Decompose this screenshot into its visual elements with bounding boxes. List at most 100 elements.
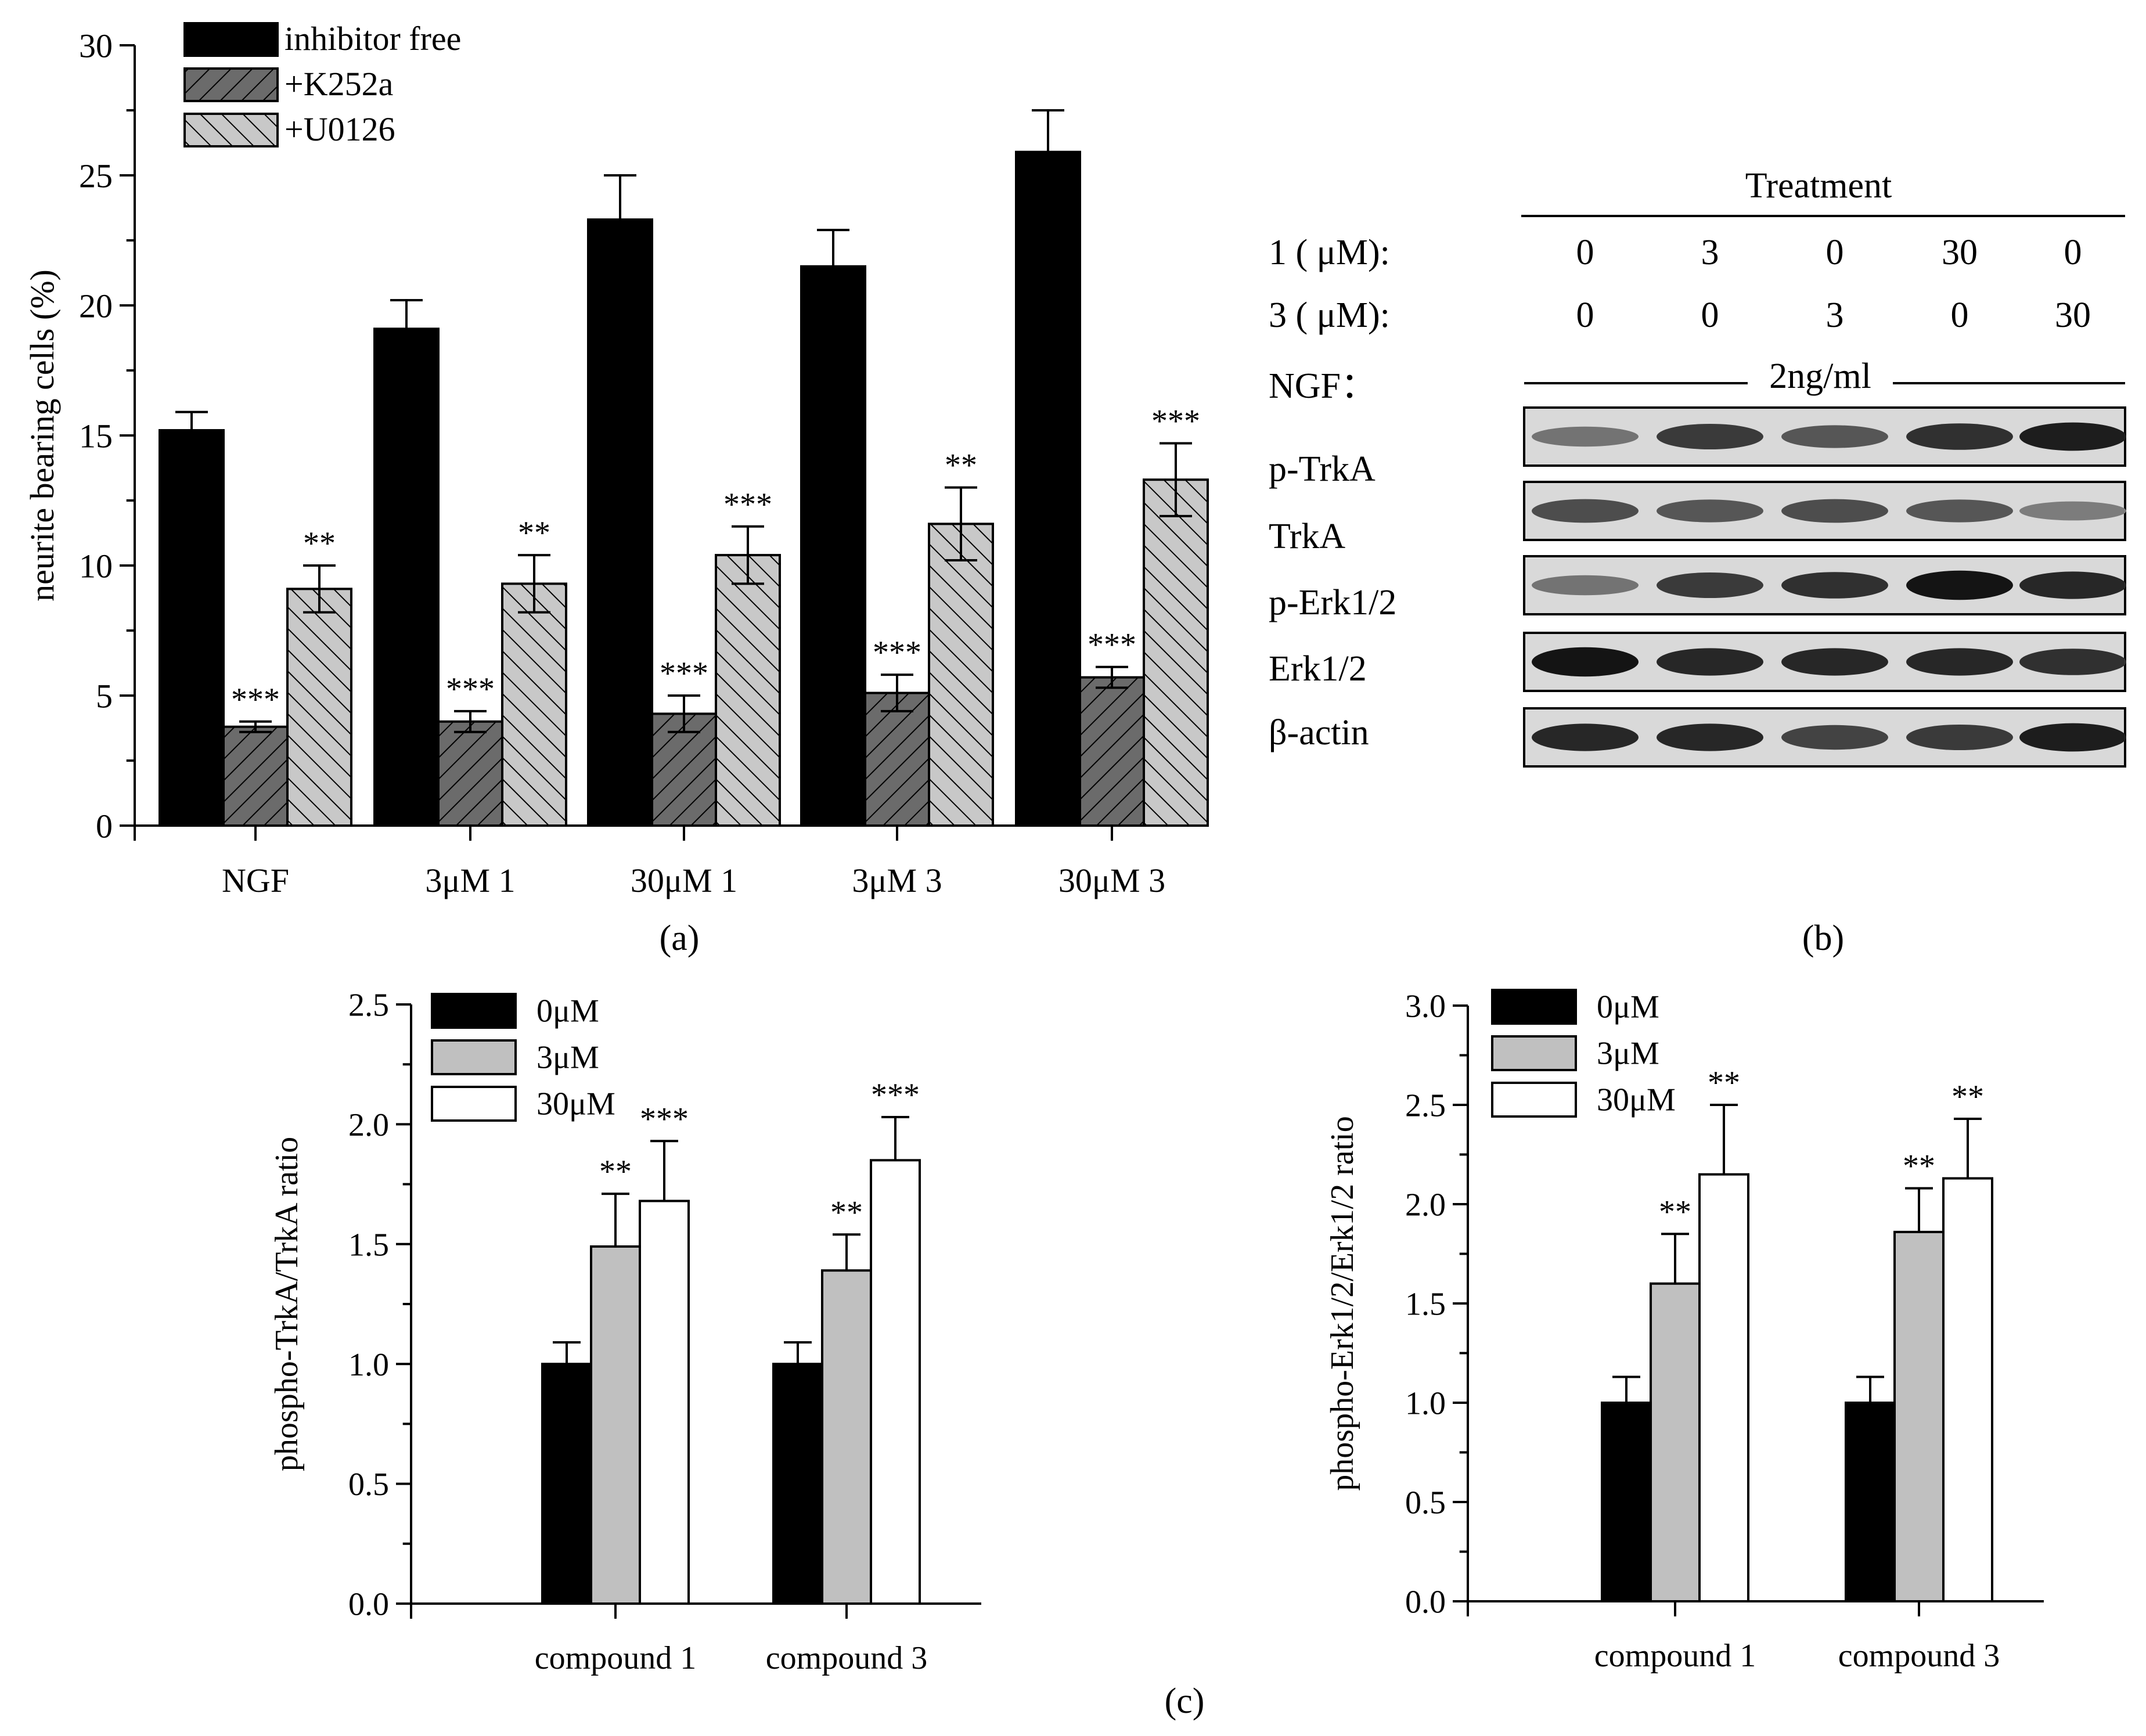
bar-30m xyxy=(1942,1177,1993,1603)
legend-swatch xyxy=(183,113,279,147)
dose-value: 30 xyxy=(1942,233,1978,272)
blot-band xyxy=(1532,723,1639,751)
y-axis-label: phospho-Erk1/2/Erk1/2 ratio xyxy=(1324,1116,1360,1490)
band-label: β-actin xyxy=(1269,713,1369,752)
blot-band xyxy=(1657,424,1763,449)
panel-c-left-chart: 0.0 0.5 1.0 1.5 2.0 2.5 phospho-TrkA/TrkA rati… xyxy=(269,988,981,1676)
significance-label: ** xyxy=(599,1154,632,1190)
band-label: p-TrkA xyxy=(1269,449,1376,489)
significance-label: ** xyxy=(1951,1079,1984,1115)
dose-row-label: 3 ( μM): xyxy=(1269,296,1390,335)
y-tick-label: 2.0 xyxy=(1405,1187,1446,1223)
dose-value: 0 xyxy=(2064,233,2082,272)
bar-inhibitorfree xyxy=(1015,150,1081,827)
bar-k252a xyxy=(1079,676,1145,827)
dose-value: 3 xyxy=(1826,296,1844,335)
y-tick-label: 1.5 xyxy=(1405,1287,1446,1323)
x-tick-label: compound 1 xyxy=(1594,1638,1756,1674)
blot-band xyxy=(1657,648,1763,676)
x-tick-label: compound 3 xyxy=(766,1640,927,1676)
significance-label: *** xyxy=(723,487,772,523)
panel-label-b: (b) xyxy=(1802,919,1844,958)
band-label: TrkA xyxy=(1269,517,1345,556)
y-tick-label: 2.5 xyxy=(348,988,389,1024)
dose-value: 0 xyxy=(1701,296,1719,335)
significance-label: ** xyxy=(518,515,550,551)
y-tick-label: 1.5 xyxy=(348,1227,389,1263)
x-tick-label: 30μM 1 xyxy=(631,862,737,899)
y-tick-label: 25 xyxy=(79,157,113,195)
panel-a-chart: 0 5 10 15 20 25 30 neurite bearing cells (%) NGF… xyxy=(23,20,1209,899)
blot-band xyxy=(1906,499,2013,523)
legend-swatch xyxy=(431,1039,517,1075)
blot-band xyxy=(1906,423,2013,450)
blot-band xyxy=(1781,425,1888,448)
legend-swatch xyxy=(431,1086,517,1122)
significance-label: ** xyxy=(1903,1148,1935,1184)
significance-label: *** xyxy=(873,635,921,671)
blot-band xyxy=(1532,647,1639,677)
significance-label: *** xyxy=(1088,627,1136,663)
bar-u0126 xyxy=(928,523,994,827)
ngf-label: NGF： xyxy=(1269,366,1377,406)
legend-label: 0μM xyxy=(536,993,599,1029)
bar-0m xyxy=(772,1363,823,1605)
significance-label: ** xyxy=(303,525,336,561)
bar-k252a xyxy=(222,725,289,827)
blot-band xyxy=(2019,422,2126,451)
significance-label: *** xyxy=(231,682,280,718)
y-tick-label: 30 xyxy=(79,27,113,64)
dose-value: 3 xyxy=(1701,233,1719,272)
bar-30m xyxy=(639,1200,690,1605)
panel-c-right-chart: 0.0 0.5 1.0 1.5 2.0 2.5 3.0 phospho-Erk1/2/Erk1… xyxy=(1324,989,2044,1674)
y-axis-label: phospho-TrkA/TrkA ratio xyxy=(269,1137,305,1471)
blot-band xyxy=(1781,499,1888,523)
x-tick-label: 3μM 3 xyxy=(852,862,942,899)
legend-swatch xyxy=(1491,989,1577,1025)
bar-inhibitorfree xyxy=(800,265,866,827)
legend-label: +U0126 xyxy=(285,110,395,148)
band-label: Erk1/2 xyxy=(1269,649,1367,689)
bar-3m xyxy=(1650,1282,1701,1603)
legend-label: 30μM xyxy=(1597,1082,1676,1118)
significance-label: ** xyxy=(1659,1194,1691,1230)
legend-swatch xyxy=(431,993,517,1029)
y-tick-label: 2.0 xyxy=(348,1107,389,1143)
blot-band xyxy=(1657,723,1763,751)
bar-0m xyxy=(1845,1402,1896,1602)
dose-row-label: 1 ( μM): xyxy=(1269,233,1390,272)
significance-label: *** xyxy=(446,671,495,707)
dose-value: 0 xyxy=(1576,233,1594,272)
y-tick-label: 0.5 xyxy=(348,1467,389,1503)
significance-label: *** xyxy=(640,1101,689,1137)
blot-band xyxy=(1532,499,1639,523)
dose-value: 0 xyxy=(1826,233,1844,272)
y-tick-label: 0 xyxy=(96,807,113,845)
ngf-value: 2ng/ml xyxy=(1769,356,1871,396)
legend-swatch xyxy=(183,22,279,57)
bar-3m xyxy=(590,1245,641,1605)
significance-label: ** xyxy=(830,1194,863,1230)
legend-label: 0μM xyxy=(1597,989,1659,1025)
blot-band xyxy=(1906,725,2013,750)
blot-band xyxy=(2019,649,2126,675)
bar-3m xyxy=(1893,1230,1945,1602)
panel-label-a: (a) xyxy=(660,919,700,958)
bar-0m xyxy=(541,1363,592,1605)
legend-swatch xyxy=(1491,1082,1577,1118)
bar-inhibitorfree xyxy=(373,327,440,827)
significance-label: ** xyxy=(945,448,977,484)
blot-band xyxy=(1906,648,2013,676)
x-tick-label: 3μM 1 xyxy=(425,862,515,899)
x-tick-label: compound 3 xyxy=(1838,1638,2000,1674)
y-axis-label: neurite bearing cells (%) xyxy=(23,269,61,602)
dose-value: 0 xyxy=(1951,296,1969,335)
legend-label: inhibitor free xyxy=(285,20,461,57)
blot-band xyxy=(1781,572,1888,599)
bar-u0126 xyxy=(501,582,567,827)
y-tick-label: 15 xyxy=(79,417,113,455)
blot-band xyxy=(1532,426,1639,447)
blot-band xyxy=(1781,725,1888,750)
